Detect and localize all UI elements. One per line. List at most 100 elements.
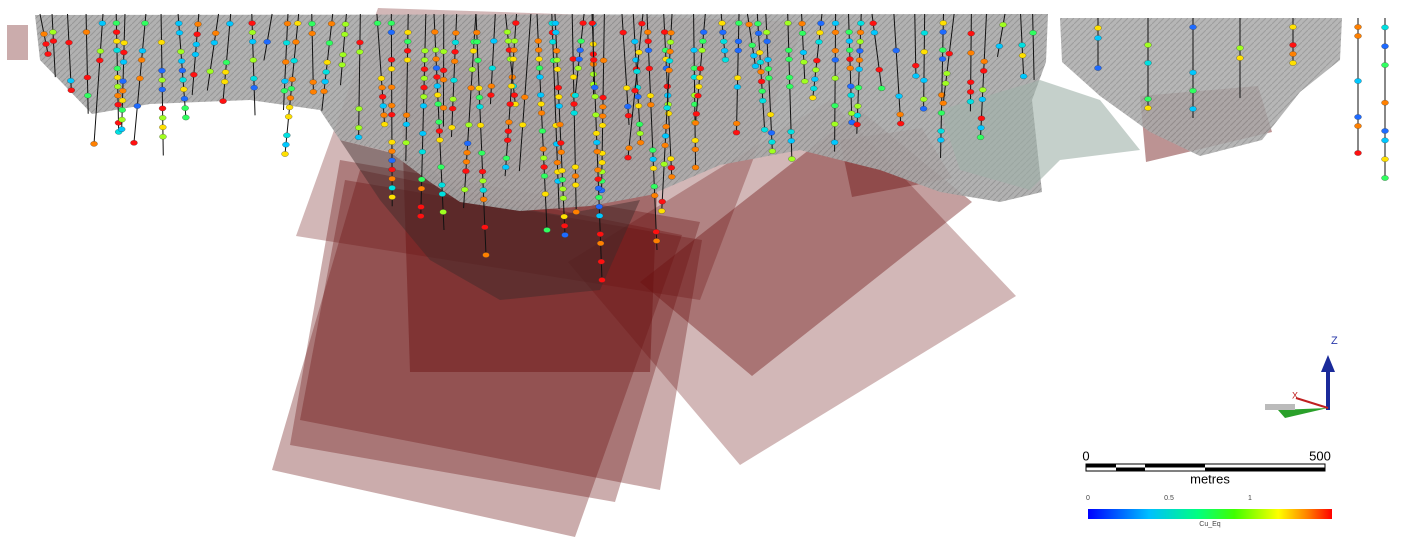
assay-interval [692, 111, 700, 117]
assay-interval [421, 57, 429, 63]
assay-interval [451, 39, 460, 46]
assay-interval [575, 56, 583, 62]
x-arrow [1295, 397, 1329, 409]
assay-interval [249, 57, 257, 63]
assay-interval [286, 95, 295, 101]
drillhole-trace [940, 13, 944, 159]
assay-interval [635, 49, 643, 56]
assay-interval [734, 47, 742, 54]
assay-interval [624, 112, 633, 119]
assay-interval [745, 21, 753, 28]
assay-interval [119, 59, 128, 65]
assay-interval [995, 43, 1003, 49]
scale-start: 0 [1082, 448, 1089, 463]
assay-interval [356, 39, 364, 46]
assay-interval [594, 167, 602, 173]
assay-interval [96, 57, 104, 64]
assay-interval [812, 67, 820, 73]
assay-interval [449, 96, 457, 102]
assay-interval [660, 161, 668, 167]
assay-interval [896, 111, 904, 118]
assay-interval [557, 140, 565, 146]
assay-interval [854, 103, 862, 109]
color-legend: 0 0.5 1 Cu_Eq [1086, 495, 1332, 528]
assay-interval [248, 29, 257, 36]
assay-interval [448, 124, 456, 131]
assay-interval [1381, 156, 1389, 162]
scale-segment [1086, 464, 1116, 468]
assay-interval [847, 83, 855, 89]
shell [272, 170, 682, 537]
assay-interval [638, 20, 646, 27]
assay-interval [787, 129, 795, 135]
drillhole-trace [834, 13, 837, 152]
x-label: X [1292, 390, 1298, 400]
assay-interval [768, 148, 777, 154]
assay-interval [521, 94, 529, 100]
assay-interval [870, 29, 879, 36]
assay-interval [420, 75, 428, 82]
assay-interval [159, 133, 167, 140]
assay-interval [831, 29, 840, 36]
assay-interval [663, 105, 671, 111]
assay-interval [831, 47, 839, 54]
assay-interval [479, 187, 487, 193]
assay-interval [1094, 25, 1102, 31]
assay-interval [450, 77, 458, 83]
drillhole-trace [996, 13, 1006, 57]
assay-interval [785, 47, 793, 53]
assay-interval [967, 79, 975, 85]
assay-interval [942, 80, 950, 87]
assay-interval [599, 113, 607, 119]
assay-interval [539, 146, 547, 152]
assay-interval [118, 126, 126, 132]
shell [640, 110, 972, 376]
assay-interval [179, 77, 187, 83]
assay-interval [180, 95, 189, 102]
assay-interval [937, 137, 945, 143]
assay-interval [569, 74, 578, 80]
assay-interval [892, 47, 900, 54]
assay-interval [598, 122, 607, 129]
assay-interval [650, 183, 658, 190]
assay-interval [788, 156, 796, 162]
assay-interval [421, 48, 429, 54]
assay-interval [438, 191, 446, 197]
assay-interval [65, 39, 73, 46]
assay-interval [691, 146, 699, 153]
drillhole-trace [390, 13, 393, 207]
assay-interval [404, 29, 412, 36]
assay-interval [190, 71, 198, 78]
assay-interval [379, 93, 387, 100]
assay-interval [920, 96, 928, 102]
assay-interval [281, 78, 289, 84]
assay-interval [875, 66, 883, 73]
y-arrow [1278, 408, 1328, 418]
assay-interval [809, 95, 817, 101]
assay-interval [877, 85, 886, 92]
assay-interval [912, 73, 920, 79]
assay-interval [439, 76, 448, 83]
drillhole-trace [942, 13, 955, 104]
assay-interval [644, 29, 652, 35]
assay-interval [592, 112, 600, 118]
assay-interval [999, 21, 1007, 28]
assay-interval [751, 63, 760, 69]
assay-interval [1029, 30, 1037, 36]
assay-interval [560, 223, 569, 229]
assay-interval [938, 56, 947, 62]
assay-interval [212, 30, 220, 36]
assay-interval [475, 94, 484, 101]
assay-interval [588, 20, 596, 26]
assay-interval [856, 38, 864, 45]
assay-interval [1381, 99, 1389, 106]
assay-interval [556, 121, 564, 128]
assay-interval [1189, 69, 1197, 76]
assay-interval [1354, 114, 1362, 120]
assay-interval [598, 159, 606, 166]
assay-interval [137, 57, 146, 63]
drillhole-trace [893, 13, 902, 124]
assay-interval [387, 20, 396, 26]
assay-interval [402, 139, 410, 146]
assay-interval [939, 47, 947, 53]
